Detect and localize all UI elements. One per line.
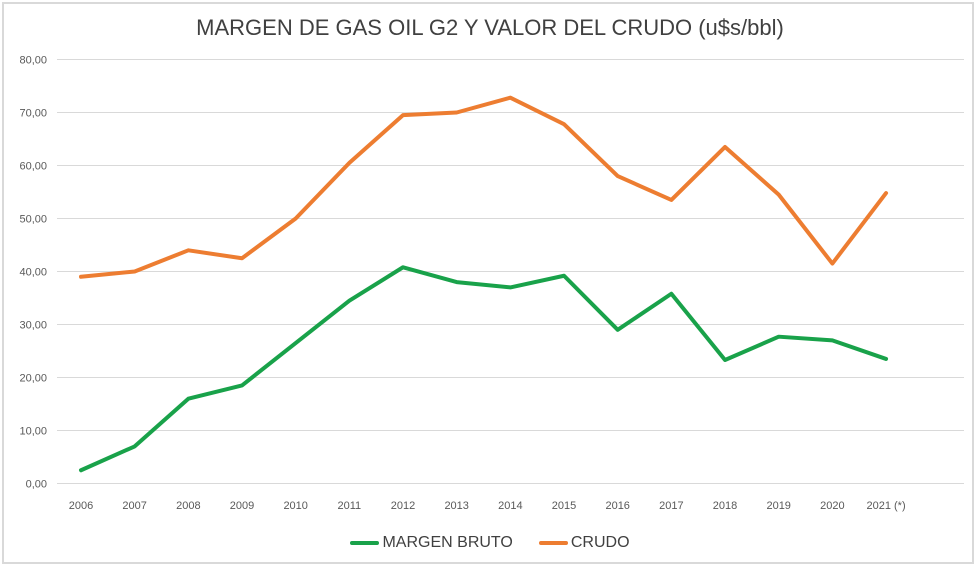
legend-label: MARGEN BRUTO xyxy=(382,534,513,551)
x-tick-label: 2016 xyxy=(605,500,629,512)
x-tick-label: 2011 xyxy=(338,500,362,512)
chart-title: MARGEN DE GAS OIL G2 Y VALOR DEL CRUDO (… xyxy=(196,15,784,40)
y-tick-label: 20,00 xyxy=(19,373,47,385)
x-tick-label: 2020 xyxy=(820,500,844,512)
legend-label: CRUDO xyxy=(570,534,630,551)
x-tick-label: 2009 xyxy=(230,500,254,512)
legend-swatch xyxy=(350,541,380,545)
y-tick-label: 70,00 xyxy=(19,108,47,120)
legend-item-crudo: CRUDO xyxy=(538,534,630,552)
y-tick-label: 10,00 xyxy=(19,426,47,438)
y-tick-label: 40,00 xyxy=(19,267,47,279)
x-tick-label: 2006 xyxy=(69,500,93,512)
legend-swatch xyxy=(538,541,568,545)
x-tick-label: 2010 xyxy=(283,500,307,512)
series-group xyxy=(79,95,889,473)
series-line-crudo xyxy=(79,95,889,279)
chart-frame xyxy=(2,2,974,564)
x-axis-labels-group: 2006 2007 2008 2009 2010 2011 2012 2013 2014 2015… xyxy=(69,500,906,512)
x-tick-label: 2015 xyxy=(552,500,576,512)
x-tick-label: 2008 xyxy=(176,500,200,512)
y-axis-labels-group: 0,00 10,00 20,00 30,00 40,00 50,00 60,00 70,00 8… xyxy=(19,55,47,491)
y-tick-label: 50,00 xyxy=(19,214,47,226)
gridlines-group xyxy=(57,59,964,484)
chart-legend: MARGEN BRUTO CRUDO xyxy=(0,532,980,554)
x-tick-label: 2017 xyxy=(659,500,683,512)
x-tick-label: 2012 xyxy=(391,500,415,512)
x-tick-label: 2019 xyxy=(766,500,790,512)
y-tick-label: 80,00 xyxy=(19,55,47,67)
y-tick-label: 60,00 xyxy=(19,161,47,173)
x-tick-label: 2007 xyxy=(122,500,146,512)
x-tick-label: 2018 xyxy=(713,500,737,512)
legend-item-margen-bruto: MARGEN BRUTO xyxy=(350,534,513,552)
x-tick-label: 2021 (*) xyxy=(866,500,905,512)
x-tick-label: 2013 xyxy=(444,500,468,512)
x-tick-label: 2014 xyxy=(498,500,522,512)
y-tick-label: 30,00 xyxy=(19,320,47,332)
y-tick-label: 0,00 xyxy=(26,479,47,491)
series-line-margen-bruto xyxy=(79,265,889,473)
